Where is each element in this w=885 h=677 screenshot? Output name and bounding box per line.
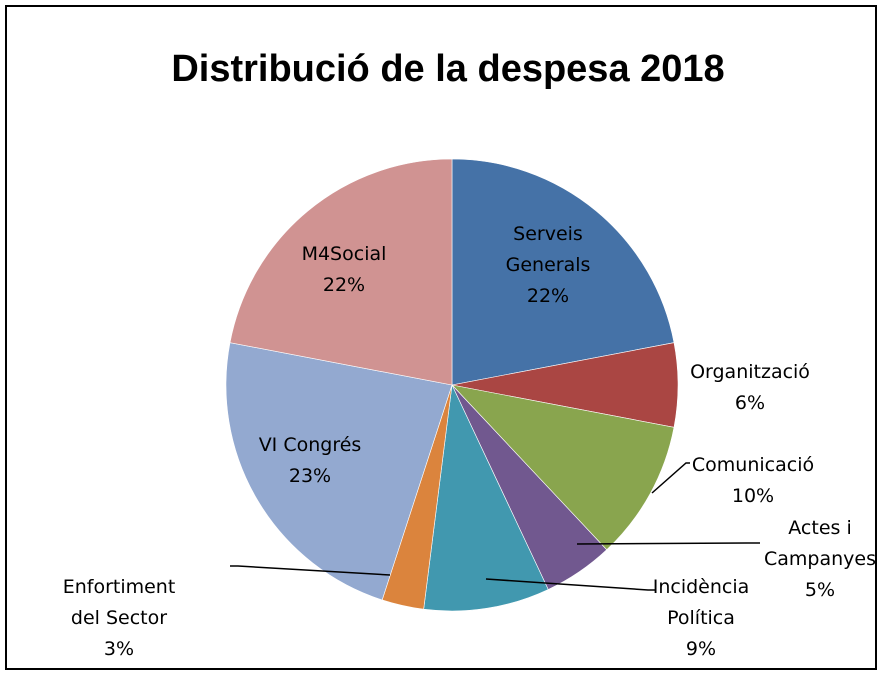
- pie-slice-m4social: [229, 158, 453, 386]
- slice-label: Enfortiment del Sector 3%: [63, 576, 176, 660]
- pie-slice-vi-congr-s: [225, 342, 453, 601]
- chart-title: Distribució de la despesa 2018: [171, 48, 724, 90]
- leader-line: [651, 462, 690, 494]
- pie-slice-serveis-generals: [451, 158, 675, 386]
- slice-label: Incidència Política 9%: [653, 576, 750, 660]
- slice-label: Serveis Generals 22%: [506, 223, 591, 307]
- leader-line: [230, 565, 391, 576]
- slice-label: Comunicació 10%: [692, 454, 814, 507]
- slice-label: M4Social 22%: [302, 243, 387, 296]
- leader-line: [485, 578, 655, 591]
- leader-lines: [230, 462, 760, 591]
- slice-label: Organització 6%: [690, 361, 810, 414]
- slice-label: Actes i Campanyes 5%: [764, 517, 876, 601]
- pie-slices: [225, 158, 679, 612]
- leader-line: [576, 542, 760, 545]
- pie-slice-incid-ncia-pol-tica: [423, 383, 549, 612]
- slice-labels: Serveis Generals 22% Organització 6% Comunica…: [63, 223, 876, 660]
- slice-label: VI Congrés 23%: [259, 434, 362, 487]
